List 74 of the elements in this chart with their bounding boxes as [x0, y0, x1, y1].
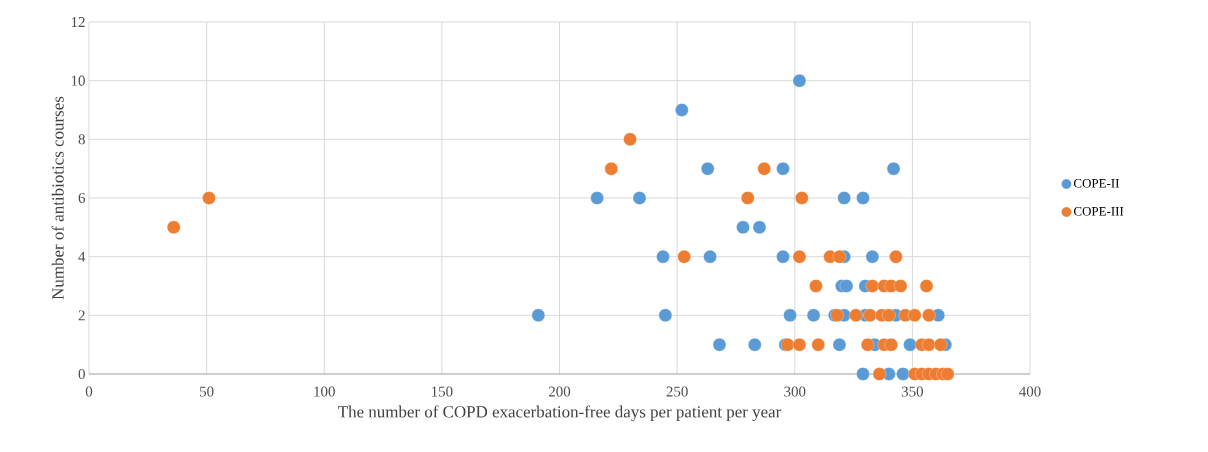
- point: [908, 308, 922, 322]
- point: [863, 308, 877, 322]
- point: [656, 250, 670, 264]
- point: [677, 250, 691, 264]
- point: [623, 132, 637, 146]
- y-tick-label: 8: [78, 134, 85, 145]
- y-axis-title: Number of antibiotics courses: [51, 96, 64, 300]
- point: [701, 162, 715, 176]
- x-tick-label: 200: [548, 386, 571, 397]
- point: [811, 338, 825, 352]
- point: [632, 191, 647, 205]
- point: [865, 250, 880, 264]
- point: [806, 308, 821, 322]
- point: [795, 191, 809, 205]
- point: [703, 250, 717, 264]
- x-tick-label: 50: [200, 386, 214, 397]
- legend-label: COPE-II: [1073, 178, 1120, 188]
- point: [531, 308, 545, 322]
- x-tick-label: 400: [1019, 386, 1041, 397]
- point: [889, 250, 903, 264]
- point: [202, 191, 216, 205]
- point: [903, 338, 917, 352]
- point: [919, 279, 934, 293]
- x-tick-label: 300: [784, 386, 806, 397]
- point: [941, 367, 955, 381]
- y-tick-label: 0: [78, 368, 85, 380]
- point: [832, 250, 847, 264]
- point: [741, 191, 755, 205]
- y-tick-label: 4: [78, 251, 86, 262]
- point: [893, 279, 908, 293]
- point: [837, 191, 851, 205]
- point: [922, 338, 936, 352]
- y-tick-label: 2: [78, 310, 85, 321]
- point: [839, 279, 854, 293]
- point: [748, 338, 762, 352]
- x-axis-title: The number of COPD exacerbation-free days per patient per year: [338, 405, 782, 422]
- point: [792, 74, 807, 88]
- x-tick-label: 150: [431, 386, 453, 397]
- point: [849, 308, 863, 322]
- point: [757, 162, 771, 176]
- y-tick-label: 10: [71, 75, 85, 86]
- point: [590, 191, 604, 205]
- point: [783, 308, 797, 322]
- point: [933, 338, 948, 352]
- point: [861, 338, 875, 352]
- point: [675, 103, 689, 117]
- point: [884, 338, 898, 352]
- point: [752, 220, 767, 234]
- point: [856, 191, 870, 205]
- point: [865, 279, 880, 293]
- x-tick-label: 0: [85, 386, 93, 397]
- point: [856, 367, 870, 381]
- x-tick-label: 350: [901, 386, 924, 397]
- point: [922, 308, 936, 322]
- point: [872, 367, 887, 381]
- point: [776, 162, 790, 176]
- point: [832, 338, 847, 352]
- point: [882, 308, 896, 322]
- point: [809, 279, 823, 293]
- y-tick-label: 12: [71, 17, 85, 27]
- point: [792, 250, 807, 264]
- point: [167, 220, 181, 234]
- legend-label: COPE-III: [1073, 206, 1124, 216]
- x-tick-label: 100: [314, 386, 335, 397]
- y-tick-label: 6: [78, 192, 86, 204]
- point: [886, 162, 901, 176]
- point: [658, 308, 673, 322]
- point: [604, 162, 618, 176]
- point: [896, 367, 910, 381]
- x-tick-label: 250: [666, 386, 688, 397]
- point: [712, 338, 727, 352]
- point: [776, 250, 790, 264]
- point: [792, 338, 807, 352]
- point: [736, 220, 750, 234]
